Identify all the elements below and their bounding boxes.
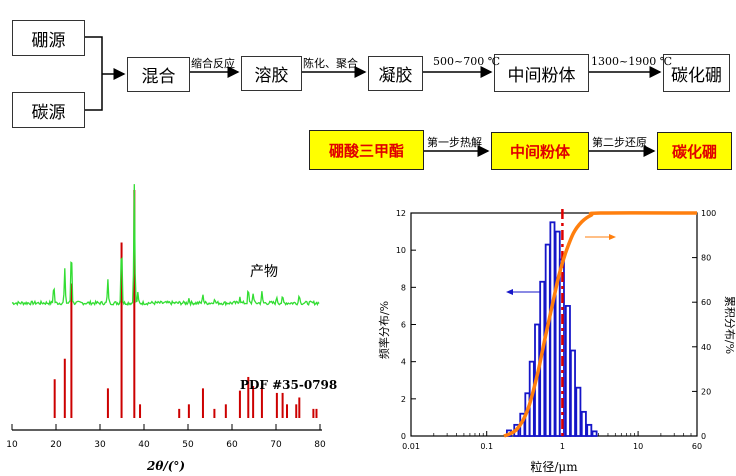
psd-x-tick-label: 60	[692, 442, 702, 451]
flow-label-temp1: 500~700 ℃	[433, 55, 501, 68]
psd-y-left-tick-label: 0	[401, 432, 406, 441]
psd-bar	[569, 349, 576, 437]
psd-y-left-label: 频率分布/%	[377, 301, 391, 359]
psd-y-left-tick-label: 4	[401, 358, 406, 367]
xrd-x-tick-label: 30	[94, 440, 106, 450]
psd-y-left-tick-label: 2	[401, 395, 406, 404]
psd-y-right-tick-label: 0	[701, 432, 706, 441]
psd-y-right-label: 累积分布/%	[723, 296, 736, 354]
flow-label-condensation: 缩合反应	[191, 57, 235, 70]
flow-boron-source: 硼源	[12, 20, 85, 56]
flow-sol: 溶胶	[241, 56, 302, 91]
xrd-x-tick-label: 60	[226, 440, 238, 450]
psd-x-tick-label: 0.01	[402, 442, 420, 451]
xrd-x-tick-label: 10	[6, 440, 18, 450]
flow-label-temp2: 1300~1900 ℃	[591, 55, 673, 68]
flow2-intermediate: 中间粉体	[491, 132, 589, 170]
psd-y-right-tick-label: 100	[701, 209, 716, 218]
flow-carbon-source: 碳源	[12, 92, 85, 128]
psd-y-right-tick-label: 80	[701, 254, 711, 263]
flow2-label-pyrolysis: 第一步热解	[427, 136, 482, 149]
xrd-product-line	[11, 184, 320, 307]
psd-y-left-tick-label: 6	[401, 321, 406, 330]
xrd-x-tick-label: 80	[314, 440, 326, 450]
psd-left-arrow	[506, 289, 540, 295]
psd-x-tick-label: 0.1	[480, 442, 493, 451]
psd-x-tick-label: 10	[633, 442, 643, 451]
psd-bar	[558, 258, 565, 437]
psd-y-right-tick-label: 60	[701, 298, 711, 307]
flow-label-aging: 陈化、聚合	[303, 57, 358, 70]
psd-x-label: 粒径/μm	[530, 459, 578, 474]
flow-mix: 混合	[127, 57, 190, 92]
psd-bar	[586, 423, 593, 437]
psd-right-arrow	[585, 234, 616, 240]
xrd-x-tick-label: 40	[138, 440, 150, 450]
xrd-x-label: 2θ/(°)	[146, 459, 185, 473]
xrd-x-tick-label: 50	[182, 440, 194, 450]
xrd-legend-product: 产物	[250, 264, 278, 280]
flow2-boron-carbide: 碳化硼	[657, 132, 732, 170]
psd-bar	[591, 430, 598, 437]
xrd-x-tick-label: 70	[270, 440, 282, 450]
flow-gel: 凝胶	[368, 56, 423, 91]
psd-y-left-tick-label: 10	[396, 246, 406, 255]
psd-y-left-tick-label: 12	[396, 209, 406, 218]
xrd-x-tick-label: 20	[50, 440, 62, 450]
psd-bar	[564, 305, 571, 437]
psd-x-tick-label: 1	[560, 442, 565, 451]
xrd-legend-reference: PDF #35-0798	[240, 378, 337, 392]
flow-boron-carbide: 碳化硼	[663, 54, 730, 92]
psd-y-right-tick-label: 40	[701, 343, 711, 352]
psd-y-left-tick-label: 8	[401, 283, 406, 292]
psd-cumulative-curve	[503, 211, 698, 438]
psd-bar	[575, 386, 582, 437]
flow-intermediate: 中间粉体	[494, 54, 589, 92]
psd-y-right-tick-label: 20	[701, 387, 711, 396]
psd-bar	[549, 221, 556, 437]
psd-bar	[580, 410, 587, 437]
flow2-label-reduction: 第二步还原	[592, 136, 647, 149]
flow2-trimethyl-borate: 硼酸三甲酯	[309, 130, 424, 170]
